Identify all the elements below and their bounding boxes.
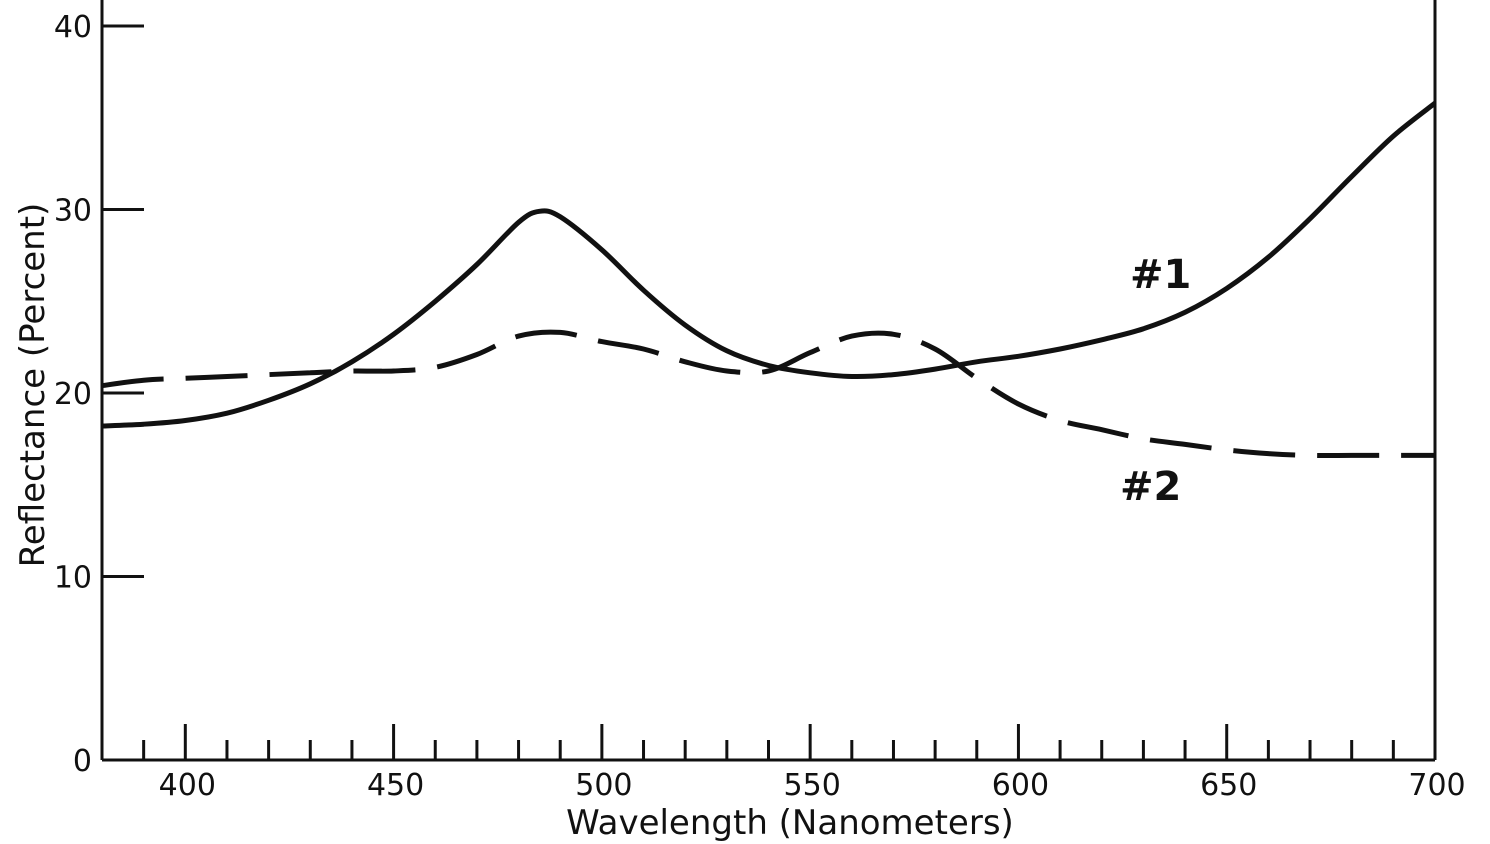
y-tick-label-30: 30 — [54, 194, 92, 229]
series-label-1: #1 — [1130, 252, 1191, 298]
x-tick-label-450: 450 — [367, 768, 424, 803]
x-tick-label-550: 550 — [784, 768, 841, 803]
series-line-2 — [101, 329, 1435, 459]
x-tick-label-400: 400 — [159, 768, 216, 803]
ticks: 0 10 20 30 40 400 450 500 550 600 650 700 — [54, 10, 1466, 803]
y-tick-label-20: 20 — [54, 377, 92, 412]
y-axis-title: Reflectance (Percent) — [13, 203, 53, 568]
x-tick-label-600: 600 — [992, 768, 1049, 803]
series-layer — [101, 101, 1437, 459]
x-tick-label-500: 500 — [575, 768, 632, 803]
y-tick-label-0: 0 — [73, 744, 92, 779]
axes — [100, 0, 1437, 762]
x-axis-title: Wavelength (Nanometers) — [566, 803, 1014, 843]
y-tick-label-40: 40 — [54, 10, 92, 45]
series-label-2: #2 — [1120, 464, 1181, 510]
series-line-1 — [101, 101, 1437, 429]
x-tick-label-700: 700 — [1408, 768, 1465, 803]
y-tick-label-10: 10 — [54, 561, 92, 596]
x-tick-label-650: 650 — [1200, 768, 1257, 803]
